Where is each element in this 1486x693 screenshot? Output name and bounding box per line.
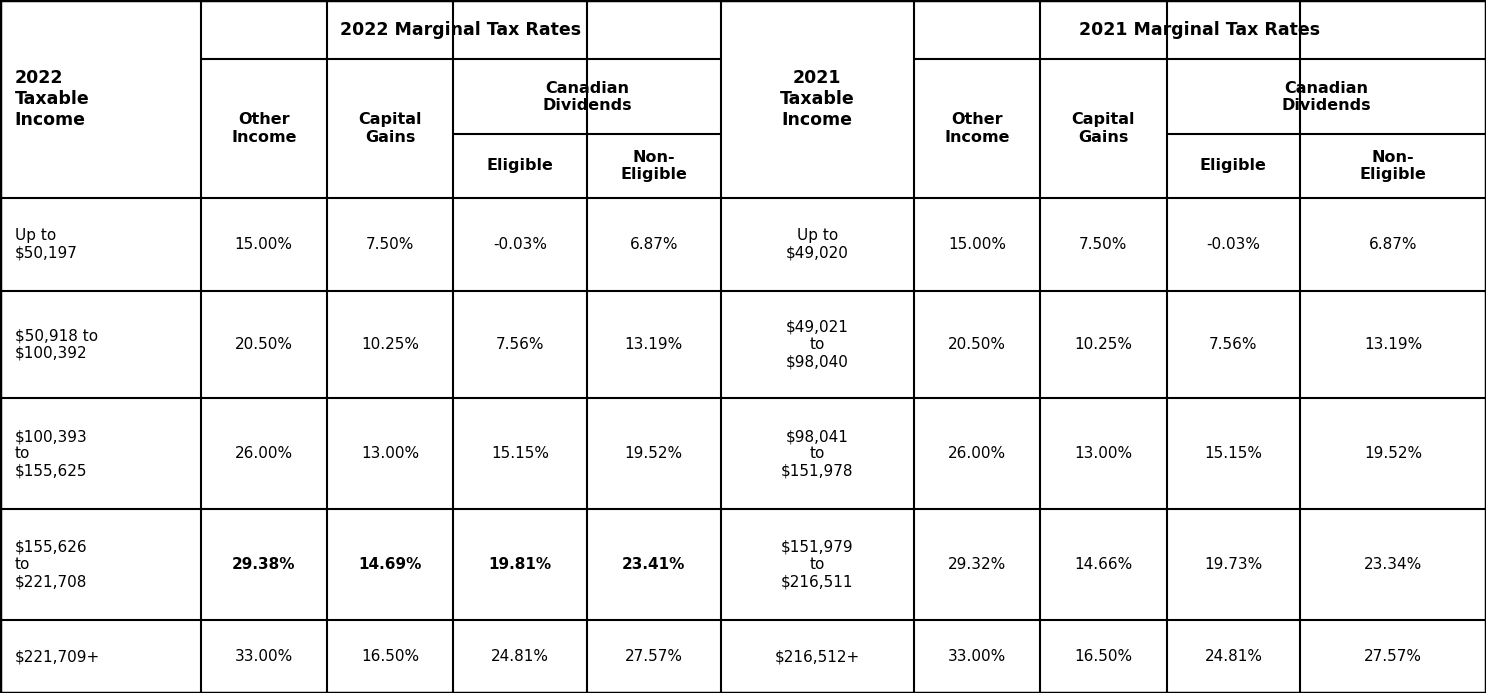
Text: 10.25%: 10.25%	[361, 337, 419, 352]
Text: -0.03%: -0.03%	[1207, 237, 1260, 252]
Text: Non-
Eligible: Non- Eligible	[1360, 150, 1427, 182]
Text: 29.38%: 29.38%	[232, 557, 296, 572]
Text: 23.41%: 23.41%	[623, 557, 685, 572]
Text: 23.34%: 23.34%	[1364, 557, 1422, 572]
Text: 33.00%: 33.00%	[235, 649, 293, 664]
Text: Capital
Gains: Capital Gains	[1071, 112, 1135, 145]
Text: 15.00%: 15.00%	[235, 237, 293, 252]
Text: 13.19%: 13.19%	[624, 337, 684, 352]
Text: 2022
Taxable
Income: 2022 Taxable Income	[15, 69, 89, 129]
Text: 20.50%: 20.50%	[235, 337, 293, 352]
Text: $151,979
to
$216,511: $151,979 to $216,511	[782, 540, 853, 590]
Text: 19.81%: 19.81%	[489, 557, 551, 572]
Text: 2022 Marginal Tax Rates: 2022 Marginal Tax Rates	[340, 21, 581, 39]
Text: 24.81%: 24.81%	[490, 649, 550, 664]
Text: $49,021
to
$98,040: $49,021 to $98,040	[786, 320, 849, 369]
Text: 13.00%: 13.00%	[1074, 446, 1132, 462]
Text: 6.87%: 6.87%	[1369, 237, 1418, 252]
Text: 7.50%: 7.50%	[1079, 237, 1128, 252]
Text: Up to
$49,020: Up to $49,020	[786, 228, 849, 261]
Text: 2021
Taxable
Income: 2021 Taxable Income	[780, 69, 854, 129]
Text: 13.19%: 13.19%	[1364, 337, 1422, 352]
Text: $216,512+: $216,512+	[774, 649, 860, 664]
Text: 26.00%: 26.00%	[948, 446, 1006, 462]
Text: 27.57%: 27.57%	[624, 649, 684, 664]
Text: 26.00%: 26.00%	[235, 446, 293, 462]
Text: Eligible: Eligible	[486, 159, 554, 173]
Text: 20.50%: 20.50%	[948, 337, 1006, 352]
Text: 15.00%: 15.00%	[948, 237, 1006, 252]
Text: Eligible: Eligible	[1199, 159, 1268, 173]
Text: Capital
Gains: Capital Gains	[358, 112, 422, 145]
Text: Other
Income: Other Income	[230, 112, 297, 145]
Text: 7.50%: 7.50%	[366, 237, 415, 252]
Text: Up to
$50,197: Up to $50,197	[15, 228, 77, 261]
Text: $100,393
to
$155,625: $100,393 to $155,625	[15, 429, 88, 479]
Text: 27.57%: 27.57%	[1364, 649, 1422, 664]
Text: 19.73%: 19.73%	[1204, 557, 1263, 572]
Text: Canadian
Dividends: Canadian Dividends	[1281, 80, 1372, 113]
Text: 16.50%: 16.50%	[361, 649, 419, 664]
Text: 7.56%: 7.56%	[496, 337, 544, 352]
Text: Non-
Eligible: Non- Eligible	[620, 150, 688, 182]
Text: 33.00%: 33.00%	[948, 649, 1006, 664]
Text: 13.00%: 13.00%	[361, 446, 419, 462]
Text: Other
Income: Other Income	[944, 112, 1010, 145]
Text: 2021 Marginal Tax Rates: 2021 Marginal Tax Rates	[1079, 21, 1321, 39]
Text: 14.69%: 14.69%	[358, 557, 422, 572]
Text: 29.32%: 29.32%	[948, 557, 1006, 572]
Text: 15.15%: 15.15%	[490, 446, 550, 462]
Text: $155,626
to
$221,708: $155,626 to $221,708	[15, 540, 88, 590]
Text: 19.52%: 19.52%	[624, 446, 684, 462]
Text: 15.15%: 15.15%	[1204, 446, 1263, 462]
Text: 7.56%: 7.56%	[1210, 337, 1257, 352]
Text: 10.25%: 10.25%	[1074, 337, 1132, 352]
Text: 16.50%: 16.50%	[1074, 649, 1132, 664]
Text: -0.03%: -0.03%	[493, 237, 547, 252]
Text: 6.87%: 6.87%	[630, 237, 678, 252]
Text: 14.66%: 14.66%	[1074, 557, 1132, 572]
Text: Canadian
Dividends: Canadian Dividends	[542, 80, 632, 113]
Text: $98,041
to
$151,978: $98,041 to $151,978	[782, 429, 853, 479]
Text: 19.52%: 19.52%	[1364, 446, 1422, 462]
Text: $221,709+: $221,709+	[15, 649, 100, 664]
Text: 24.81%: 24.81%	[1204, 649, 1263, 664]
Text: $50,918 to
$100,392: $50,918 to $100,392	[15, 328, 98, 361]
